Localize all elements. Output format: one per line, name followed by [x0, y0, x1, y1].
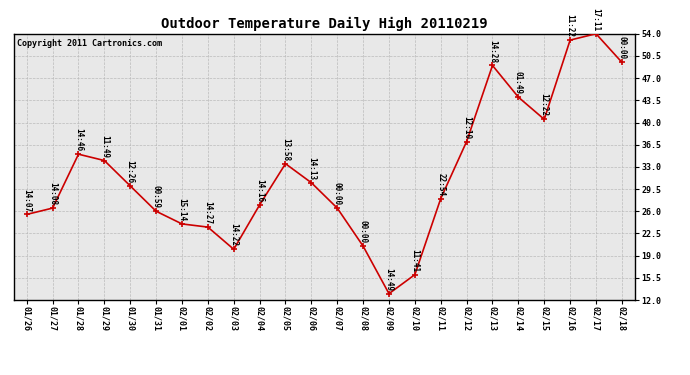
Text: 14:27: 14:27	[204, 201, 213, 224]
Text: 14:16: 14:16	[255, 179, 264, 202]
Text: 22:54: 22:54	[436, 172, 445, 196]
Text: 12:22: 12:22	[540, 93, 549, 117]
Text: 14:08: 14:08	[48, 182, 57, 205]
Text: 13:58: 13:58	[281, 138, 290, 161]
Text: 11:22: 11:22	[566, 14, 575, 37]
Text: 00:00: 00:00	[359, 220, 368, 243]
Text: 12:26: 12:26	[126, 160, 135, 183]
Text: Outdoor Temperature Daily High 20110219: Outdoor Temperature Daily High 20110219	[161, 17, 488, 31]
Text: 12:10: 12:10	[462, 116, 471, 139]
Text: 14:28: 14:28	[488, 39, 497, 63]
Text: 01:49: 01:49	[514, 71, 523, 94]
Text: 00:00: 00:00	[618, 36, 627, 60]
Text: 14:22: 14:22	[229, 224, 238, 246]
Text: 17:11: 17:11	[591, 8, 600, 31]
Text: 14:46: 14:46	[74, 128, 83, 152]
Text: 00:00: 00:00	[333, 182, 342, 205]
Text: 14:49: 14:49	[384, 268, 393, 291]
Text: 00:59: 00:59	[152, 185, 161, 209]
Text: Copyright 2011 Cartronics.com: Copyright 2011 Cartronics.com	[17, 39, 162, 48]
Text: 11:41: 11:41	[411, 249, 420, 272]
Text: 14:13: 14:13	[307, 157, 316, 180]
Text: 11:49: 11:49	[100, 135, 109, 158]
Text: 15:14: 15:14	[177, 198, 186, 221]
Text: 14:07: 14:07	[22, 189, 31, 211]
